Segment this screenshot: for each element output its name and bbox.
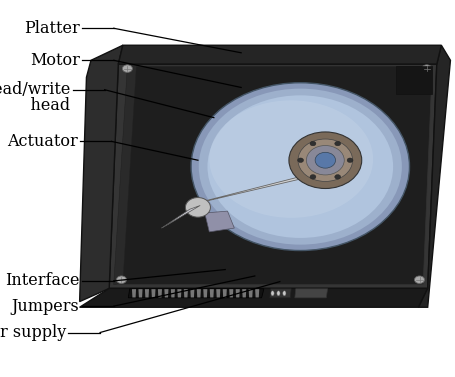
Polygon shape [248,289,253,297]
Ellipse shape [422,65,432,72]
Polygon shape [295,289,328,298]
Polygon shape [184,289,188,297]
Polygon shape [80,288,428,307]
Ellipse shape [186,198,210,217]
Ellipse shape [199,89,402,245]
Text: head: head [10,97,71,114]
Ellipse shape [306,146,344,175]
Ellipse shape [209,100,373,218]
Polygon shape [255,289,259,297]
Ellipse shape [271,291,274,296]
Text: Power supply: Power supply [0,324,66,341]
Polygon shape [242,289,246,297]
Ellipse shape [415,276,425,284]
Polygon shape [109,64,437,288]
Ellipse shape [122,65,132,72]
Ellipse shape [335,141,341,146]
Ellipse shape [191,83,410,250]
Ellipse shape [298,158,303,162]
Ellipse shape [315,152,335,168]
Ellipse shape [116,276,126,284]
Polygon shape [177,289,182,297]
Polygon shape [396,66,432,94]
Polygon shape [171,289,175,297]
Polygon shape [210,289,214,297]
Polygon shape [192,171,323,204]
Polygon shape [162,205,200,228]
Polygon shape [216,289,220,297]
Ellipse shape [207,95,393,238]
Ellipse shape [335,175,341,179]
Ellipse shape [298,139,353,181]
Polygon shape [197,289,201,297]
Polygon shape [222,289,227,297]
Polygon shape [164,289,168,297]
Polygon shape [118,45,441,64]
Polygon shape [132,289,136,297]
Text: Platter: Platter [24,20,80,37]
Polygon shape [190,289,194,297]
Ellipse shape [310,141,316,146]
Ellipse shape [310,175,316,179]
Ellipse shape [347,158,353,162]
Polygon shape [128,289,264,298]
Polygon shape [114,66,432,285]
Polygon shape [80,45,123,302]
Text: Actuator: Actuator [7,133,77,150]
Ellipse shape [277,291,280,296]
Polygon shape [203,289,207,297]
Polygon shape [236,289,240,297]
Polygon shape [138,289,142,297]
Polygon shape [229,289,233,297]
Polygon shape [205,211,234,232]
Ellipse shape [283,291,286,296]
Polygon shape [158,289,162,297]
Polygon shape [419,45,450,307]
Polygon shape [145,289,149,297]
Text: Motor: Motor [30,52,80,69]
Polygon shape [270,289,291,298]
Polygon shape [114,64,136,285]
Text: Read/write: Read/write [0,81,71,98]
Text: Jumpers: Jumpers [12,297,80,315]
Polygon shape [152,289,156,297]
Ellipse shape [289,132,362,188]
Text: Interface: Interface [5,272,80,290]
